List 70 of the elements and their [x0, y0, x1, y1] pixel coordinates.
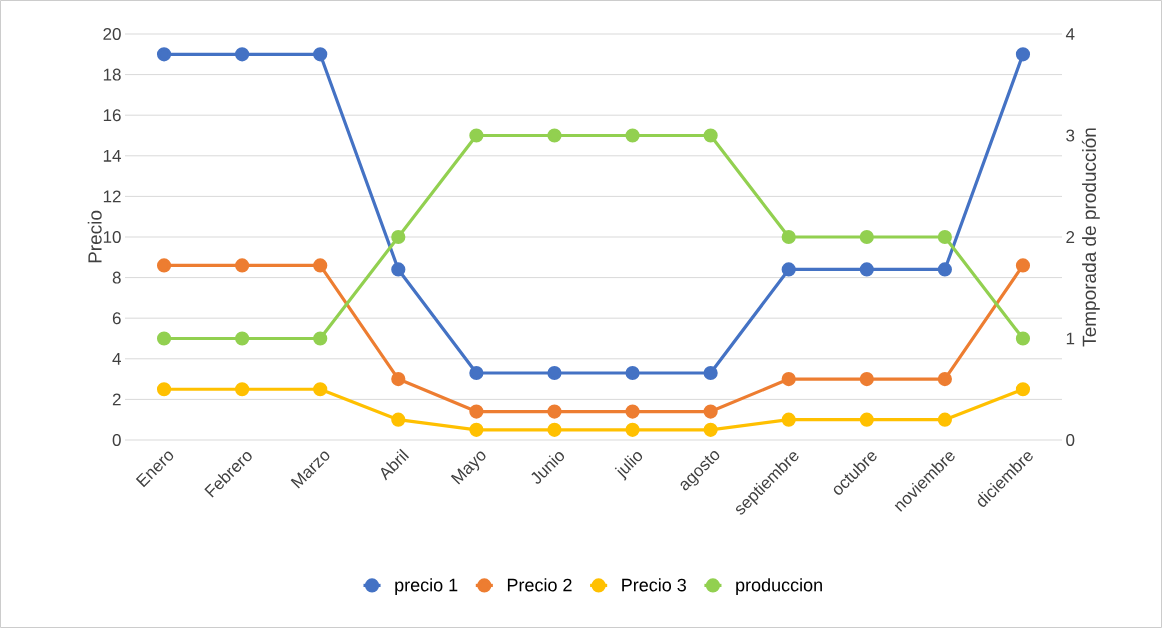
y-tick-label: 18: [103, 68, 121, 81]
point: [1015, 331, 1031, 346]
legend-label: Precio 3: [622, 578, 686, 592]
y-tick-label: 8: [112, 271, 121, 284]
point: [156, 47, 172, 62]
point: [781, 229, 796, 245]
point: [859, 412, 874, 427]
point: [1015, 258, 1031, 273]
legend-label: precio 1: [395, 578, 458, 595]
y2-tick-label: 1: [1066, 332, 1075, 345]
y-tick-label: 10: [103, 230, 121, 244]
point: [235, 258, 250, 273]
point: [235, 47, 250, 62]
y2-tick-label: 3: [1066, 129, 1075, 142]
y2-axis-title: Temporada de producción: [1081, 128, 1100, 347]
point: [625, 365, 640, 381]
point: [391, 371, 406, 387]
point: [469, 422, 484, 437]
point: [391, 229, 406, 245]
point: [703, 365, 718, 381]
point: [781, 412, 796, 427]
point: [469, 365, 484, 381]
point: [625, 422, 640, 437]
point: [547, 128, 562, 143]
point: [235, 331, 250, 346]
y-tick-label: 6: [112, 312, 121, 325]
y2-tick-label: 0: [1066, 433, 1075, 447]
point: [391, 412, 406, 427]
point: [937, 262, 952, 277]
point: [937, 412, 952, 427]
point: [625, 404, 640, 419]
point: [313, 258, 328, 273]
point: [1015, 382, 1031, 397]
point: [469, 128, 484, 143]
point: [547, 365, 562, 381]
point: [235, 382, 250, 397]
point: [859, 371, 874, 387]
legend-label: produccion: [736, 578, 822, 595]
y-tick-label: 0: [112, 433, 121, 447]
y-tick-label: 4: [112, 352, 121, 365]
point: [313, 382, 328, 397]
point: [937, 371, 952, 387]
y-tick-label: 20: [103, 27, 121, 41]
point: [781, 371, 796, 387]
point: [313, 47, 328, 62]
y-tick-label: 12: [103, 190, 121, 203]
point: [1015, 47, 1031, 62]
point: [156, 382, 172, 397]
point: [469, 404, 484, 419]
point: [703, 128, 718, 143]
point: [937, 229, 952, 245]
point: [547, 422, 562, 437]
point: [703, 404, 718, 419]
point: [859, 262, 874, 277]
y2-tick-label: 2: [1066, 231, 1075, 243]
legend-label: Precio 2: [507, 578, 572, 592]
point: [859, 229, 874, 245]
point: [156, 258, 172, 273]
y-axis-title: Precio: [87, 210, 102, 263]
y2-tick-label: 4: [1065, 28, 1075, 40]
y-tick-label: 2: [112, 393, 121, 406]
point: [313, 331, 328, 346]
point: [156, 331, 172, 346]
y-tick-label: 16: [103, 109, 121, 122]
point: [781, 262, 796, 277]
point: [547, 404, 562, 419]
point: [625, 128, 640, 143]
y-tick-label: 14: [103, 149, 121, 162]
point: [391, 262, 406, 277]
point: [703, 422, 718, 437]
